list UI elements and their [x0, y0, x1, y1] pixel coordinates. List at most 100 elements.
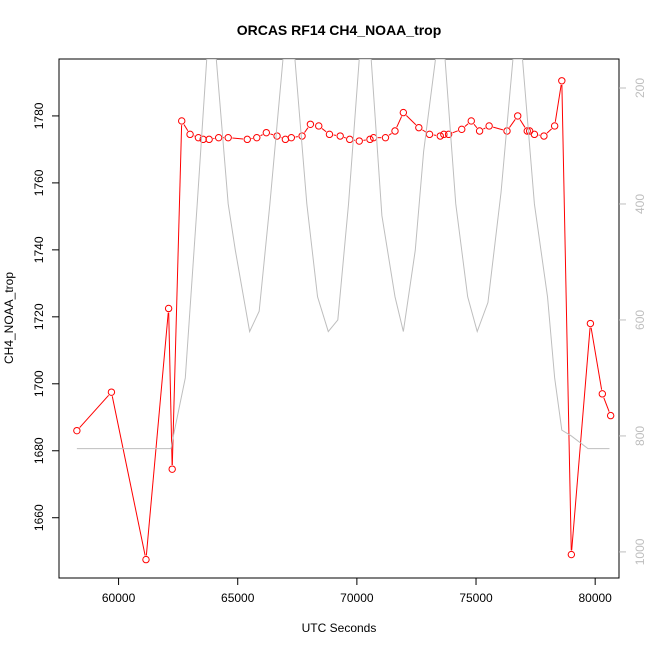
series-segment: [422, 129, 427, 133]
data-point: [399, 108, 408, 117]
data-point: [243, 135, 251, 144]
data-point: [281, 135, 290, 144]
x-axis-label: UTC Seconds: [302, 621, 377, 635]
data-point: [346, 135, 354, 144]
data-point: [514, 112, 522, 120]
y-tick-label: 1660: [32, 504, 46, 531]
plot-frame: [58, 58, 620, 579]
data-point: [336, 132, 344, 140]
x-tick-label: 65000: [221, 591, 255, 605]
pressure-series: [76, 59, 610, 450]
chart-title: ORCAS RF14 CH4_NOAA_trop: [237, 22, 442, 38]
series-segment: [260, 134, 263, 137]
series-segment: [590, 327, 603, 390]
data-point: [475, 127, 484, 135]
data-point: [540, 132, 548, 140]
data-point: [415, 123, 423, 132]
right-tick-label: 200: [633, 78, 647, 98]
series-segment: [111, 396, 146, 556]
data-point: [381, 133, 390, 142]
x-tick-label: 75000: [459, 591, 493, 605]
y-tick-label: 1680: [32, 437, 46, 464]
series-segment: [473, 123, 478, 129]
series-segment: [183, 124, 189, 132]
data-point: [550, 122, 559, 130]
y-axis: 1660 1680 1700 1720 1740 1760 1780: [32, 102, 59, 531]
right-tick-label: 1000: [633, 538, 647, 565]
right-tick-label: 800: [633, 426, 647, 446]
y-tick-label: 1720: [32, 303, 46, 330]
series-segment: [270, 133, 274, 136]
series-segment: [396, 116, 403, 128]
series-segment: [509, 119, 516, 128]
data-point: [530, 130, 539, 139]
data-point: [355, 137, 363, 145]
data-point: [458, 125, 466, 134]
data-point: [224, 133, 232, 142]
data-point: [73, 426, 81, 435]
right-axis: 200 400 600 800 1000: [619, 78, 647, 565]
data-point: [186, 130, 194, 139]
data-point: [391, 127, 399, 135]
data-point: [523, 127, 531, 135]
y-tick-label: 1760: [32, 169, 46, 196]
series-line: [76, 59, 610, 450]
series-segment: [561, 84, 572, 551]
data-point: [214, 133, 223, 142]
series-segment: [464, 123, 469, 127]
data-point: [586, 319, 595, 328]
series-layer: [73, 59, 615, 564]
data-point: [253, 133, 261, 142]
y-tick-label: 1700: [32, 370, 46, 397]
data-point: [598, 390, 607, 398]
series-segment: [232, 137, 244, 140]
right-tick-label: 600: [633, 310, 647, 330]
series-segment: [321, 128, 327, 133]
series-segment: [145, 312, 169, 556]
data-point: [444, 130, 453, 139]
data-point: [298, 132, 306, 140]
y-axis-label: CH4_NOAA_trop: [2, 272, 16, 364]
series-segment: [168, 312, 173, 465]
data-point: [273, 132, 281, 140]
series-segment: [79, 394, 109, 428]
data-point: [164, 304, 173, 313]
series-segment: [452, 130, 458, 134]
series-segment: [343, 136, 346, 139]
data-point: [567, 550, 576, 559]
data-point: [315, 122, 323, 130]
data-point: [425, 130, 434, 139]
series-segment: [171, 125, 183, 465]
series-segment: [388, 132, 392, 136]
data-point: [287, 133, 296, 142]
data-point: [436, 132, 444, 140]
series-segment: [603, 397, 610, 412]
data-point: [467, 117, 475, 125]
data-point: [142, 555, 150, 564]
data-point: [485, 122, 493, 130]
data-point: [306, 120, 315, 128]
data-point: [262, 128, 271, 137]
series-segment: [483, 127, 486, 130]
data-point: [325, 130, 334, 139]
data-point: [107, 388, 116, 396]
ch4-series: [73, 77, 615, 564]
x-tick-label: 70000: [340, 591, 374, 605]
series-segment: [519, 119, 526, 128]
data-point: [606, 411, 615, 420]
series-segment: [571, 327, 591, 551]
right-tick-label: 400: [633, 194, 647, 214]
series-segment: [406, 115, 417, 126]
data-point: [366, 135, 374, 144]
data-point: [205, 135, 213, 144]
x-tick-label: 60000: [102, 591, 136, 605]
x-tick-label: 80000: [578, 591, 612, 605]
series-segment: [554, 84, 562, 122]
data-point: [168, 465, 176, 473]
series-segment: [493, 126, 504, 131]
series-segment: [304, 127, 309, 133]
x-axis: 60000 65000 70000 75000 80000: [102, 578, 612, 605]
data-point: [558, 77, 566, 85]
data-point: [440, 130, 448, 139]
